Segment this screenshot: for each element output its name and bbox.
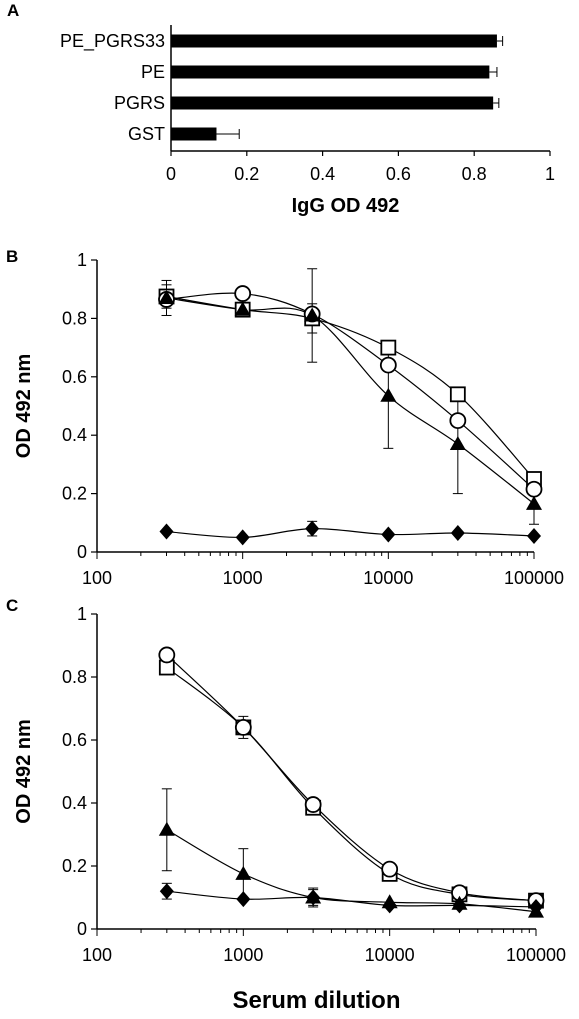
panel-label-b: B (6, 247, 18, 266)
y-axis-title: OD 492 nm (13, 719, 35, 823)
y-tick-label: 0 (77, 919, 87, 939)
x-tick-label: 100000 (504, 568, 564, 588)
x-tick-label: 10000 (363, 568, 413, 588)
marker-open-circle (381, 860, 399, 878)
marker-filled-triangle (526, 495, 542, 510)
category-label: PE_PGRS33 (60, 31, 165, 52)
x-tick-label: 10000 (365, 945, 415, 965)
x-axis-title: IgG OD 492 (292, 195, 400, 217)
y-tick-label: 0.6 (62, 730, 87, 750)
panel-label-c: C (6, 596, 18, 615)
series-line (166, 295, 535, 480)
y-tick-label: 0 (77, 542, 87, 562)
x-tick-label: 0.2 (234, 164, 259, 184)
marker-filled-diamond (450, 525, 465, 542)
y-tick-label: 0.4 (62, 425, 87, 445)
x-tick-label: 100 (82, 945, 112, 965)
marker-filled-diamond (159, 523, 174, 540)
series-line (166, 528, 535, 539)
y-tick-label: 0.4 (62, 793, 87, 813)
y-tick-label: 0.2 (62, 856, 87, 876)
y-tick-label: 1 (77, 604, 87, 624)
category-label: GST (128, 124, 165, 144)
x-tick-label: 100000 (506, 945, 566, 965)
y-tick-label: 1 (77, 250, 87, 270)
bar (171, 34, 497, 48)
marker-filled-diamond (305, 520, 320, 537)
marker-filled-triangle (449, 435, 466, 450)
marker-filled-diamond (235, 529, 250, 546)
marker-open-square (449, 386, 466, 403)
x-tick-label: 1000 (223, 945, 263, 965)
bar (171, 96, 494, 110)
x-tick-label: 0 (166, 164, 176, 184)
panel-label-a: A (7, 1, 19, 20)
marker-filled-diamond (236, 891, 251, 908)
x-tick-label: 1000 (223, 568, 263, 588)
marker-open-circle (379, 356, 397, 374)
x-tick-label: 0.4 (310, 164, 335, 184)
y-tick-label: 0.6 (62, 367, 87, 387)
category-label: PGRS (114, 93, 165, 113)
marker-open-circle (234, 719, 252, 736)
x-axis-title: Serum dilution (233, 987, 401, 1014)
series-line (166, 297, 535, 505)
series-line (166, 829, 537, 913)
marker-filled-triangle (235, 865, 252, 880)
marker-open-circle (449, 412, 467, 430)
marker-filled-triangle (234, 301, 251, 316)
bar (171, 127, 217, 141)
marker-open-square (380, 339, 397, 356)
marker-filled-triangle (304, 307, 321, 322)
marker-open-circle (525, 480, 543, 498)
marker-open-circle (158, 646, 176, 664)
x-tick-label: 0.8 (462, 164, 487, 184)
marker-filled-diamond (159, 883, 174, 900)
panel-b-line-chart: 0 0.2 0.4 0.6 0.8 1 100 1000 10000 100000 OD 492 n… (13, 250, 564, 588)
marker-filled-triangle (380, 387, 397, 402)
marker-open-circle (304, 796, 322, 813)
panel-c-line-chart: 0 0.2 0.4 0.6 0.8 1 100 1000 10000 100000 OD 492 n… (13, 604, 566, 1014)
x-tick-label: 100 (82, 568, 112, 588)
series-line (166, 667, 537, 902)
marker-filled-diamond (306, 889, 321, 906)
series-line (166, 890, 537, 908)
marker-filled-diamond (527, 527, 541, 544)
marker-open-circle (234, 285, 252, 302)
marker-filled-triangle (158, 821, 175, 836)
marker-filled-triangle (158, 289, 175, 304)
category-label: PE (141, 62, 165, 82)
marker-filled-diamond (529, 898, 543, 915)
y-tick-label: 0.8 (62, 667, 87, 687)
y-tick-label: 0.2 (62, 484, 87, 504)
x-tick-label: 0.6 (386, 164, 411, 184)
x-tick-label: 1 (545, 164, 555, 184)
marker-filled-diamond (382, 897, 397, 914)
series-line (166, 654, 537, 902)
marker-filled-diamond (381, 526, 396, 543)
marker-filled-diamond (452, 897, 467, 914)
y-axis-title: OD 492 nm (13, 354, 35, 458)
y-tick-label: 0.8 (62, 308, 87, 328)
panel-a-bar-chart: 0 0.2 0.4 0.6 0.8 1 PE_PGRS33 PE PGRS GST IgG OD 4… (60, 25, 555, 217)
bar (171, 65, 490, 79)
